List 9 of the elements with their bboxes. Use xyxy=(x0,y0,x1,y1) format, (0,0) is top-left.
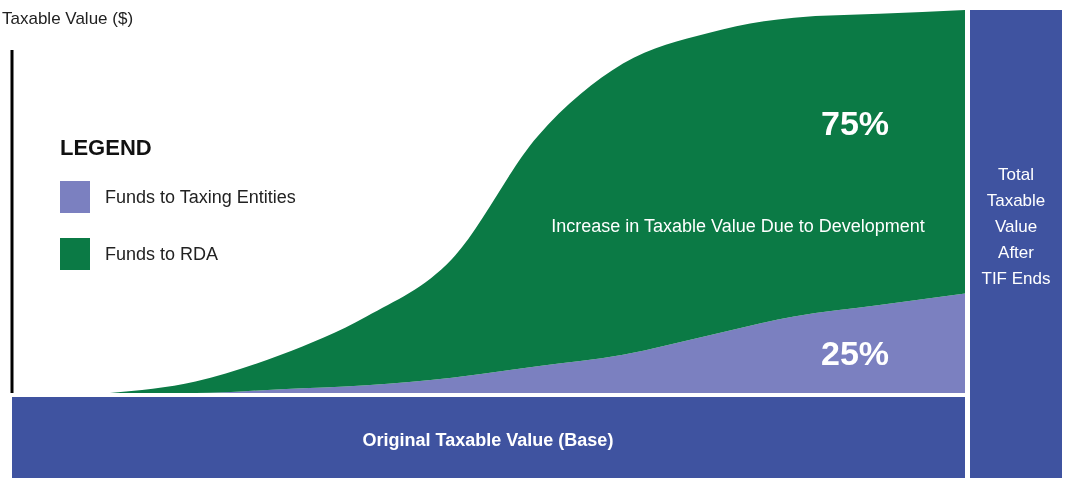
annotation: Increase in Taxable Value Due to Development xyxy=(551,216,925,236)
annotation: 25% xyxy=(820,334,890,372)
annotation: Total Taxable Value After TIF Ends xyxy=(981,165,1051,288)
text: Original Taxable Value (Base) xyxy=(362,430,614,450)
annotation: 75% xyxy=(820,104,890,142)
legend-title: LEGEND xyxy=(60,135,152,160)
legend-label: Funds to Taxing Entities xyxy=(105,187,296,207)
y-axis-title: Taxable Value ($) xyxy=(2,9,134,28)
legend-label: Funds to RDA xyxy=(105,244,219,264)
